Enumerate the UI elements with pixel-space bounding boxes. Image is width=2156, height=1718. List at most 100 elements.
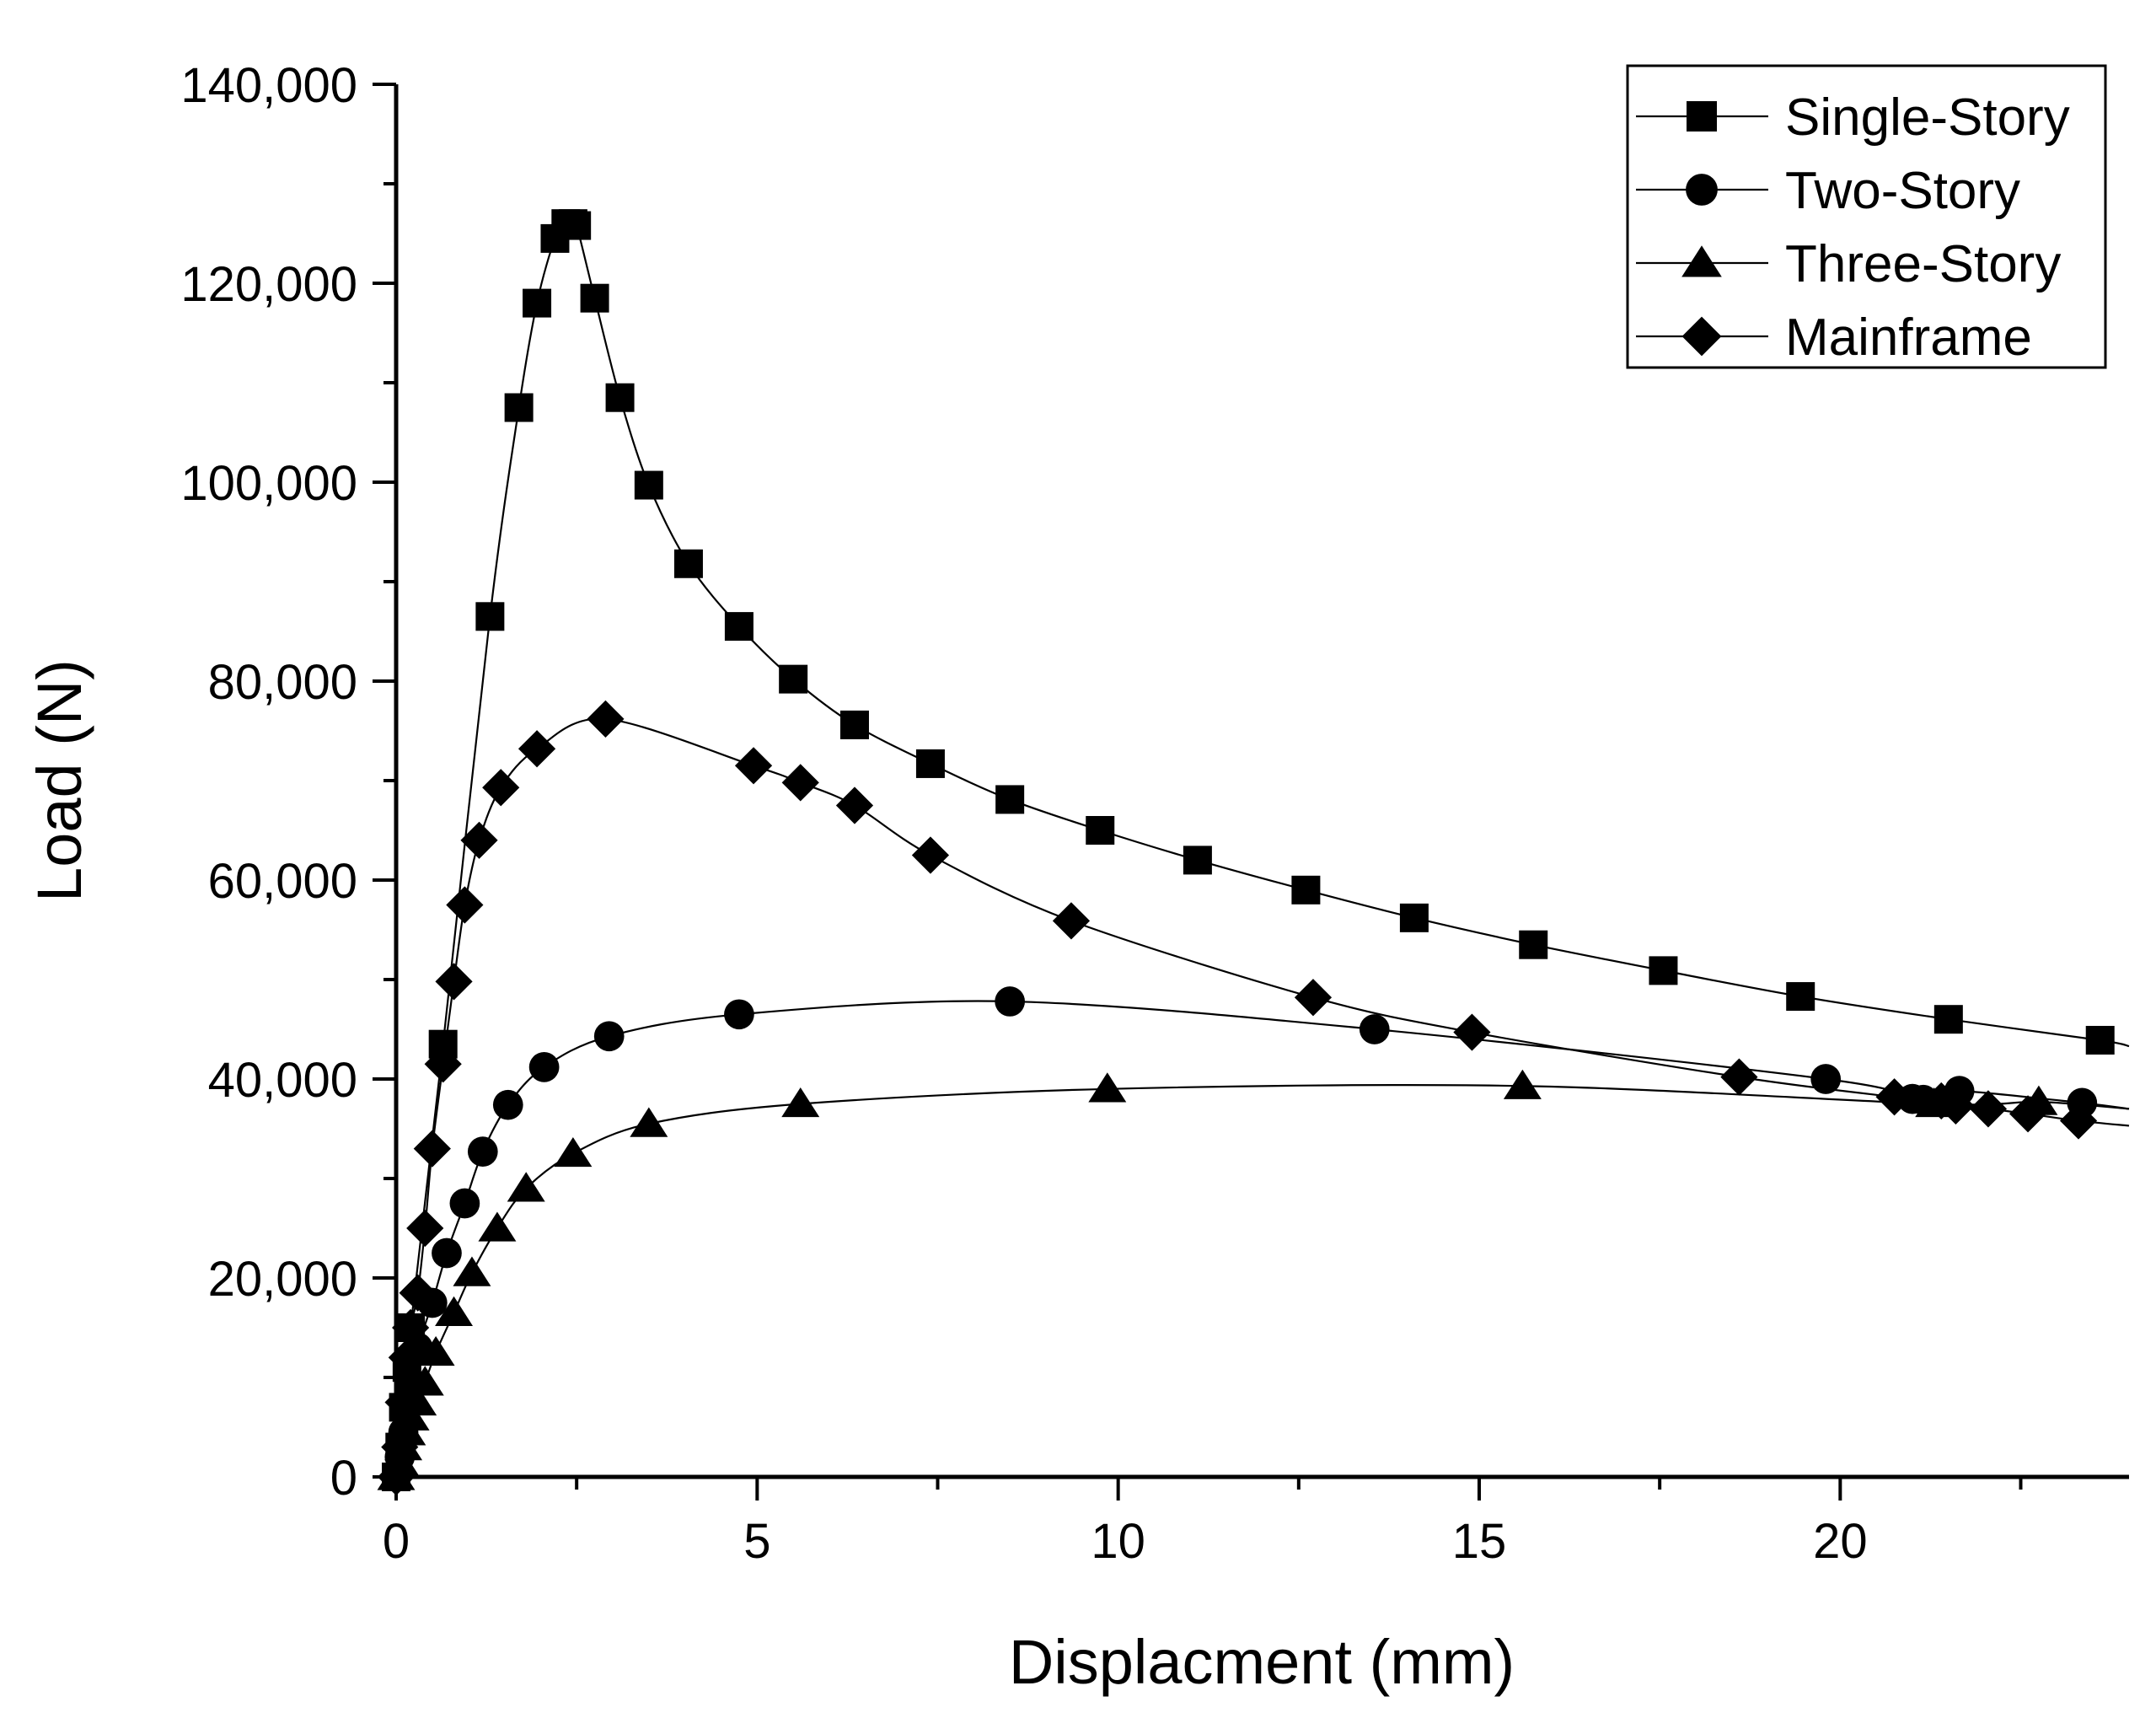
- x-axis-title: Displacment (mm): [1009, 1627, 1515, 1697]
- mainframe-point: [406, 1209, 444, 1248]
- single-story-point: [839, 710, 869, 739]
- single-story-point: [1183, 846, 1212, 875]
- legend-item-two-story: Two-Story: [1636, 162, 2020, 220]
- legend-marker: [1686, 174, 1718, 206]
- legend-items: Single-Story Two-Story Three-Story Mainfram…: [1636, 89, 2070, 367]
- legend: Single-Story Two-Story Three-Story Mainfram…: [1626, 64, 2107, 369]
- y-tick-label: 80,000: [208, 655, 357, 710]
- mainframe-point: [399, 1274, 437, 1312]
- x-tick-label: 10: [1091, 1514, 1145, 1569]
- series-single-story: [382, 209, 2130, 1491]
- legend-marker: [1681, 245, 1722, 277]
- three-story-point: [405, 1366, 444, 1396]
- single-story-point: [1291, 875, 1321, 905]
- two-story-point: [467, 1136, 498, 1167]
- two-story-point: [432, 1237, 462, 1269]
- two-story-point: [492, 1089, 523, 1120]
- x-tick-label: 15: [1452, 1514, 1507, 1569]
- mainframe-point: [424, 1045, 462, 1083]
- mainframe-point: [392, 1308, 430, 1347]
- mainframe-point: [1937, 1087, 1975, 1125]
- two-story-point: [528, 1051, 560, 1082]
- series-two-story-line: [394, 1000, 2130, 1478]
- mainframe-point: [1969, 1090, 2008, 1128]
- two-story-point: [1359, 1014, 1390, 1044]
- mainframe-point: [1052, 902, 1091, 940]
- y-tick-label: 120,000: [180, 257, 357, 312]
- y-tick-label: 40,000: [208, 1053, 357, 1108]
- legend-label: Single-Story: [1785, 89, 2070, 147]
- mainframe-point: [587, 700, 625, 738]
- three-story-point: [1503, 1069, 1542, 1099]
- single-story-point: [779, 664, 808, 694]
- y-axis-title: Load (N): [24, 659, 94, 902]
- y-tick-label: 100,000: [180, 456, 357, 511]
- legend-marker: [1681, 316, 1722, 357]
- mainframe-point: [435, 963, 473, 1001]
- mainframe-point: [482, 769, 520, 807]
- two-story-point: [995, 986, 1026, 1017]
- legend-item-three-story: Three-Story: [1636, 235, 2061, 293]
- single-story-point: [1786, 982, 1815, 1012]
- y-tick-label: 60,000: [208, 854, 357, 909]
- single-story-point: [1519, 930, 1548, 959]
- single-story-point: [1399, 903, 1429, 932]
- legend-label: Three-Story: [1785, 235, 2061, 293]
- legend-label: Mainframe: [1785, 309, 2032, 367]
- legend-label: Two-Story: [1785, 162, 2020, 220]
- mainframe-point: [518, 730, 556, 768]
- mainframe-point: [1720, 1058, 1758, 1096]
- mainframe-point: [2059, 1102, 2098, 1140]
- mainframe-point: [446, 886, 484, 924]
- single-story-point: [504, 393, 534, 422]
- two-story-point: [449, 1188, 480, 1219]
- x-tick-label: 20: [1813, 1514, 1868, 1569]
- mainframe-point: [460, 821, 498, 859]
- single-story-point: [562, 211, 592, 240]
- three-story-point: [435, 1296, 474, 1326]
- series-mainframe: [377, 700, 2130, 1496]
- two-story-point: [1810, 1064, 1842, 1094]
- series-single-story-line: [394, 218, 2130, 1478]
- mainframe-point: [835, 787, 874, 824]
- mainframe-point: [381, 1428, 419, 1466]
- mainframe-point: [734, 747, 773, 785]
- y-tick-label: 140,000: [180, 58, 357, 113]
- mainframe-point: [384, 1383, 422, 1421]
- single-story-point: [1933, 1005, 1963, 1034]
- three-story-point: [554, 1136, 593, 1168]
- mainframe-point: [911, 836, 950, 874]
- single-story-point: [1086, 816, 1115, 845]
- mainframe-point: [1453, 1013, 1491, 1051]
- mainframe-point: [781, 764, 819, 802]
- series-two-story: [381, 986, 2130, 1492]
- single-story-point: [673, 549, 703, 578]
- x-tick-label: 0: [383, 1514, 410, 1569]
- legend-marker: [1687, 101, 1717, 132]
- three-story-point: [1088, 1072, 1127, 1103]
- y-tick-label: 20,000: [208, 1252, 357, 1307]
- single-story-point: [724, 612, 754, 642]
- single-story-point: [523, 288, 552, 318]
- single-story-point: [1649, 956, 1678, 985]
- mainframe-point: [413, 1130, 451, 1168]
- two-story-point: [724, 999, 754, 1030]
- legend-item-single-story: Single-Story: [1636, 89, 2070, 147]
- single-story-point: [634, 470, 663, 500]
- mainframe-point: [1875, 1078, 1913, 1116]
- series-layer: [377, 209, 2130, 1496]
- mainframe-point: [2009, 1095, 2047, 1133]
- series-three-story-line: [394, 1084, 2130, 1478]
- y-tick-label: 0: [330, 1451, 357, 1506]
- three-story-point: [781, 1087, 820, 1118]
- three-story-point: [630, 1107, 668, 1137]
- three-story-point: [478, 1211, 517, 1242]
- single-story-point: [605, 383, 635, 412]
- single-story-point: [475, 602, 505, 631]
- mainframe-point: [1294, 979, 1333, 1017]
- series-three-story: [377, 1069, 2130, 1490]
- single-story-point: [915, 749, 945, 778]
- three-story-point: [507, 1172, 545, 1202]
- tick-layer: 0 5 10 15 20 0 20,000 40,000 60,000 80,000 100,000…: [180, 58, 2023, 1569]
